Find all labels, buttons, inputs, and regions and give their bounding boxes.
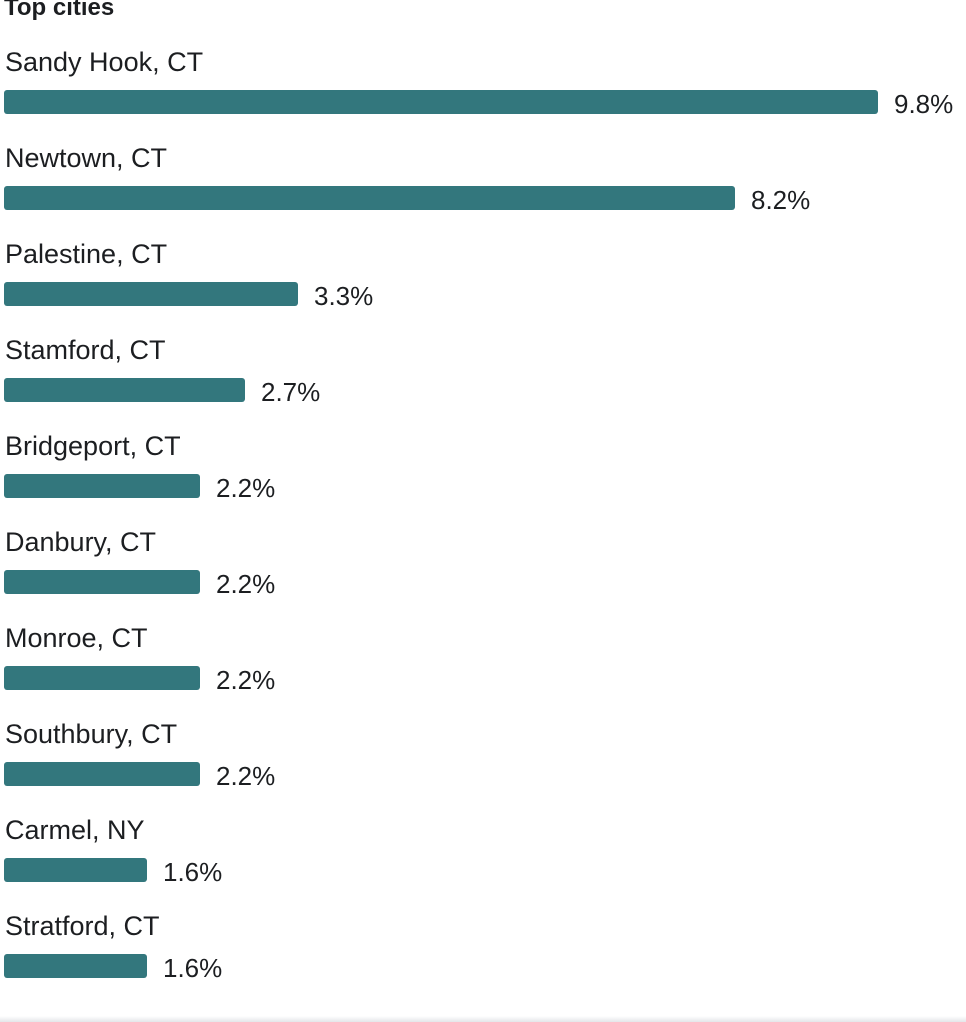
city-bar-list: Sandy Hook, CT 9.8% Newtown, CT 8.2% Palesti… — [0, 44, 966, 1004]
city-row: Monroe, CT 2.2% — [0, 620, 966, 716]
percent-value-label: 1.6% — [163, 953, 223, 983]
city-bar — [4, 762, 200, 786]
city-label: Bridgeport, CT — [5, 431, 181, 461]
city-row: Southbury, CT 2.2% — [0, 716, 966, 812]
city-label: Palestine, CT — [5, 239, 168, 269]
city-bar — [4, 954, 147, 978]
city-label: Stratford, CT — [5, 911, 160, 941]
city-bar — [4, 90, 878, 114]
city-label: Sandy Hook, CT — [5, 47, 204, 77]
percent-value-label: 2.2% — [216, 761, 276, 791]
bar-line: 2.2% — [0, 568, 276, 599]
city-row: Carmel, NY 1.6% — [0, 812, 966, 908]
panel-bottom-divider — [0, 1016, 966, 1022]
bar-line: 1.6% — [0, 952, 223, 983]
city-label: Newtown, CT — [5, 143, 168, 173]
city-label: Carmel, NY — [5, 815, 145, 845]
percent-value-label: 8.2% — [751, 185, 811, 215]
city-row: Danbury, CT 2.2% — [0, 524, 966, 620]
percent-value-label: 1.6% — [163, 857, 223, 887]
city-label: Southbury, CT — [5, 719, 178, 749]
bar-line: 8.2% — [0, 184, 811, 215]
percent-value-label: 3.3% — [314, 281, 374, 311]
city-bar — [4, 474, 200, 498]
city-label: Monroe, CT — [5, 623, 148, 653]
bar-line: 2.7% — [0, 376, 321, 407]
percent-value-label: 2.2% — [216, 665, 276, 695]
city-row: Stamford, CT 2.7% — [0, 332, 966, 428]
city-row: Bridgeport, CT 2.2% — [0, 428, 966, 524]
city-bar — [4, 858, 147, 882]
percent-value-label: 2.2% — [216, 569, 276, 599]
city-bar — [4, 570, 200, 594]
percent-value-label: 9.8% — [894, 89, 954, 119]
bar-line: 3.3% — [0, 280, 374, 311]
city-bar — [4, 378, 245, 402]
city-bar — [4, 186, 735, 210]
city-bar — [4, 666, 200, 690]
bar-line: 2.2% — [0, 760, 276, 791]
city-row: Stratford, CT 1.6% — [0, 908, 966, 1004]
bar-line: 1.6% — [0, 856, 223, 887]
city-bar — [4, 282, 298, 306]
city-label: Stamford, CT — [5, 335, 166, 365]
bar-line: 9.8% — [0, 88, 954, 119]
city-label: Danbury, CT — [5, 527, 157, 557]
city-row: Palestine, CT 3.3% — [0, 236, 966, 332]
percent-value-label: 2.2% — [216, 473, 276, 503]
percent-value-label: 2.7% — [261, 377, 321, 407]
bar-line: 2.2% — [0, 472, 276, 503]
city-row: Sandy Hook, CT 9.8% — [0, 44, 966, 140]
city-row: Newtown, CT 8.2% — [0, 140, 966, 236]
chart-title: Top cities — [4, 0, 115, 21]
bar-line: 2.2% — [0, 664, 276, 695]
